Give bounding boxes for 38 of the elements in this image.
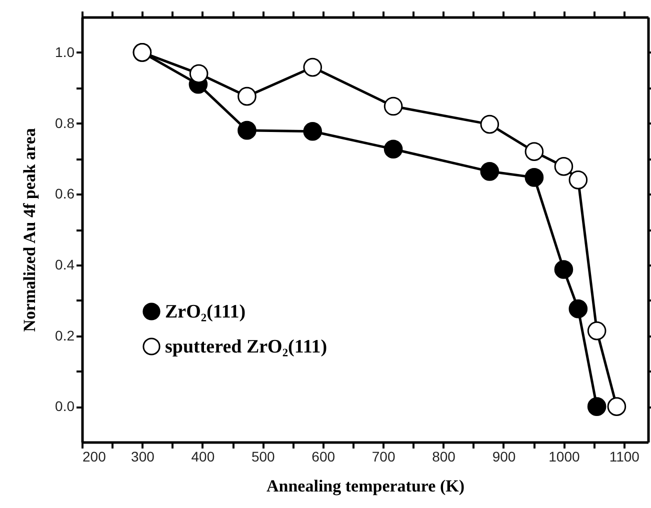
x-tick-label: 500	[251, 448, 276, 464]
x-tick-label: 600	[312, 448, 336, 464]
x-tick-label: 1100	[609, 448, 640, 464]
legend-label: ZrO₂(111)	[165, 302, 246, 322]
x-tick-label: 700	[372, 448, 396, 464]
point	[524, 142, 544, 161]
y-tick-label: 0.2	[55, 327, 75, 344]
point	[238, 120, 256, 140]
y-tick-label: 0.0	[55, 398, 75, 414]
y-tick-label: 0.8	[55, 114, 75, 131]
point	[480, 162, 500, 181]
x-axis-title: Annealing temperature (K)	[266, 476, 464, 496]
point	[568, 299, 588, 318]
y-tick-label: 0.4	[55, 256, 75, 272]
point	[587, 397, 606, 416]
point	[524, 168, 544, 187]
legend-label: sputtered ZrO₂(111)	[165, 336, 328, 358]
y-tick-label: 1.0	[55, 44, 75, 60]
y-tick-label: 0.6	[55, 186, 75, 202]
x-tick-label: 800	[432, 448, 456, 464]
point	[607, 397, 626, 416]
point	[480, 114, 500, 134]
x-tick-label: 1000	[548, 448, 580, 464]
point	[554, 157, 574, 176]
point	[587, 321, 606, 340]
point	[568, 170, 588, 190]
x-tick-label: 900	[492, 448, 516, 464]
point	[238, 86, 256, 106]
y-axis-title: Normalized Au 4f peak area	[20, 128, 40, 332]
point	[303, 58, 322, 77]
point	[384, 140, 403, 158]
point	[554, 260, 574, 279]
x-tick-label: 200	[82, 448, 106, 464]
point	[384, 96, 403, 116]
point	[303, 122, 322, 141]
x-tick-label: 300	[131, 448, 155, 464]
point	[189, 64, 208, 84]
x-tick-label: 400	[191, 448, 215, 464]
